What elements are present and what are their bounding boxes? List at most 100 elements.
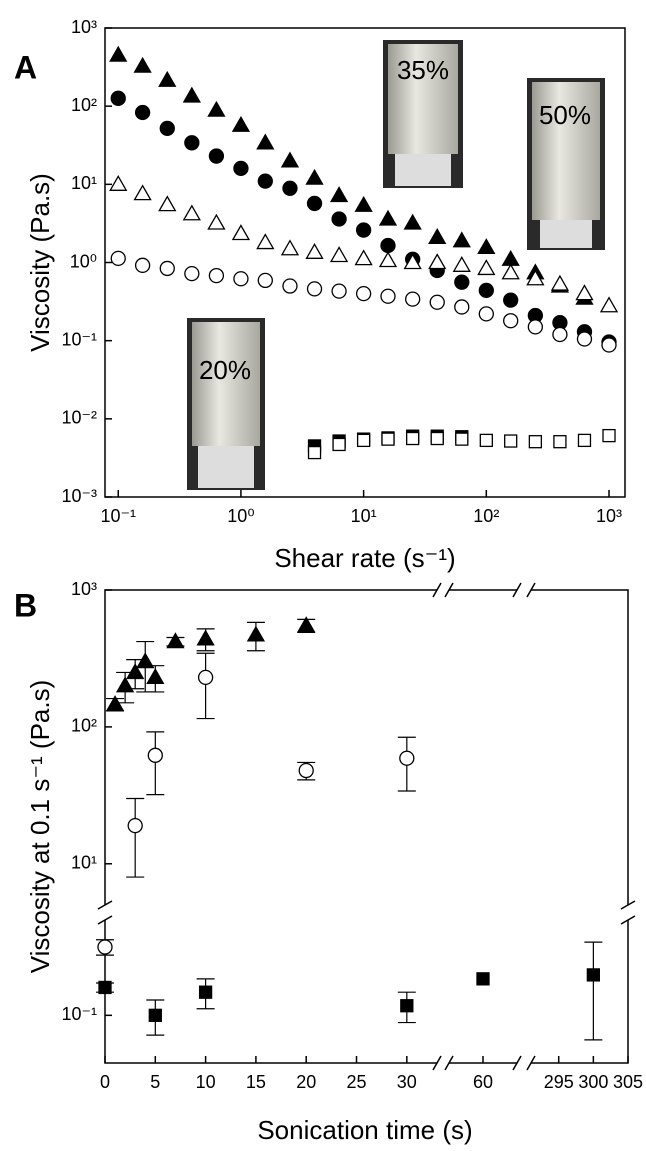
axis-break-mark (620, 900, 636, 910)
y-axis-title: Viscosity (Pa.s) (25, 173, 55, 352)
point (378, 251, 398, 268)
point (297, 616, 316, 633)
point (110, 250, 126, 267)
photo-vial (192, 322, 260, 446)
y-tick-label: 10⁻² (61, 408, 97, 428)
point (331, 211, 347, 227)
y-tick-label: 10¹ (71, 173, 97, 193)
point (182, 204, 201, 221)
point (126, 663, 145, 680)
x-tick-label: 10² (473, 506, 499, 526)
point (147, 747, 163, 763)
point (282, 278, 298, 294)
point (476, 972, 490, 986)
point (207, 100, 226, 117)
point (134, 257, 151, 273)
photos (187, 40, 605, 490)
point (355, 222, 372, 238)
photo-cap (540, 220, 592, 248)
x-tick-label: 0 (100, 1072, 110, 1092)
y-tick-label: 10⁻¹ (61, 1004, 97, 1024)
x-tick-label: 10¹ (351, 506, 377, 526)
point (406, 431, 420, 446)
point (257, 173, 273, 189)
point (332, 437, 346, 452)
point (134, 104, 151, 121)
point (158, 195, 177, 212)
point (196, 629, 215, 646)
point (479, 433, 493, 448)
axis-break-mark (432, 582, 442, 598)
point (503, 292, 519, 308)
point (197, 669, 214, 686)
point (503, 313, 519, 329)
x-tick-label: 300 (578, 1072, 608, 1092)
annotation: 50% (539, 100, 591, 130)
point (504, 434, 518, 448)
point (355, 285, 372, 302)
point (552, 326, 568, 343)
point (307, 445, 322, 460)
point (207, 213, 226, 230)
point (133, 56, 152, 73)
axis-break (624, 905, 632, 920)
point (184, 266, 200, 282)
axis-break (517, 1059, 531, 1067)
point (133, 184, 152, 201)
point (109, 175, 128, 191)
point (403, 253, 422, 270)
point (354, 195, 373, 212)
axis-break (101, 905, 109, 920)
y-tick-label: 10³ (71, 579, 97, 599)
y-tick-label: 10² (71, 95, 97, 115)
point (233, 271, 249, 287)
point (400, 999, 414, 1013)
point (429, 294, 445, 310)
point (380, 237, 396, 254)
point (430, 431, 444, 446)
point (454, 274, 470, 290)
plot-frame (104, 589, 629, 1064)
point (305, 243, 324, 259)
point (478, 282, 494, 299)
point (208, 267, 225, 284)
point (198, 985, 213, 999)
axis-break-mark (512, 582, 522, 598)
point (257, 272, 273, 289)
x-tick-label: 5 (150, 1072, 160, 1092)
point (455, 432, 469, 446)
axis-break-mark (444, 1055, 454, 1071)
point (378, 209, 398, 226)
point (158, 70, 177, 87)
point (136, 652, 155, 669)
point (184, 135, 200, 151)
y-tick-label: 10⁻³ (61, 486, 97, 506)
point (405, 291, 421, 307)
x-tick-label: 10³ (596, 506, 622, 526)
point (526, 269, 545, 286)
point (501, 263, 520, 280)
point (208, 148, 225, 164)
y-tick-label: 10² (71, 716, 97, 736)
point (298, 762, 314, 779)
point (146, 668, 165, 685)
point (454, 299, 470, 315)
point (599, 296, 619, 313)
x-tick-label: 30 (397, 1072, 417, 1092)
annotation: 20% (199, 355, 251, 385)
y-axis-title: Viscosity at 0.1 s⁻¹ (Pa.s) (25, 680, 55, 974)
point (159, 260, 175, 277)
point (380, 288, 396, 304)
plots: 10⁻¹ 10⁰ 10¹ 10² 10³ 10⁻³ 10⁻² 10⁻¹ 10⁰ 10¹ 10² 10³… (14, 17, 643, 1145)
point (586, 968, 601, 982)
point (477, 238, 496, 255)
photo-vial (532, 82, 600, 220)
photo-cap (395, 154, 451, 186)
x-tick-label: 15 (246, 1072, 266, 1092)
point (148, 1008, 162, 1022)
point (601, 337, 617, 353)
y-tick-label: 10¹ (71, 853, 97, 873)
x-tick-label: 25 (346, 1072, 366, 1092)
point (306, 281, 323, 297)
